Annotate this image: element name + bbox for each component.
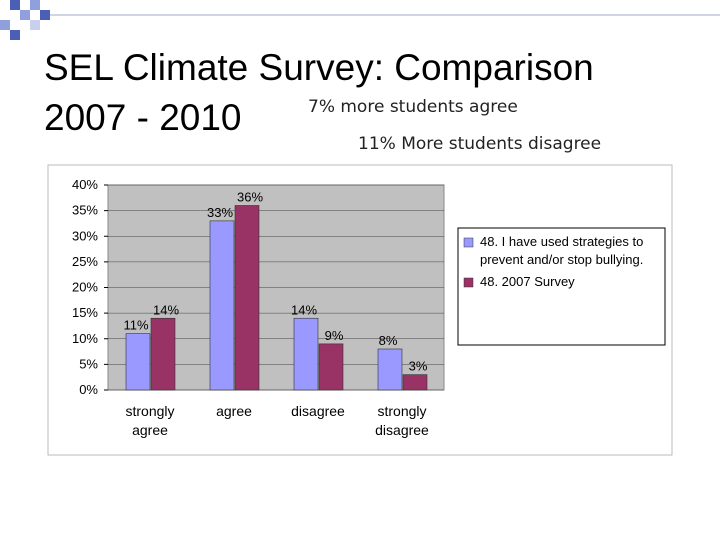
y-tick-label: 40% <box>72 177 98 192</box>
annotation: 7% more students agree <box>308 97 518 117</box>
bar <box>318 343 344 391</box>
data-label: 9% <box>325 328 344 343</box>
legend-label: 48. I have used strategies to prevent an… <box>480 234 644 267</box>
y-tick-label: 25% <box>72 254 98 269</box>
bar <box>150 317 176 391</box>
bar <box>125 333 151 391</box>
data-label: 11% <box>123 318 148 333</box>
bar <box>293 317 319 391</box>
data-label: 33% <box>207 205 233 220</box>
data-label: 36% <box>237 190 263 205</box>
legend <box>457 227 666 346</box>
legend-swatch <box>463 277 474 288</box>
legend-swatch <box>463 237 474 248</box>
data-label: 14% <box>153 302 179 317</box>
x-tick-label: disagree <box>291 403 345 419</box>
bar <box>377 348 403 391</box>
legend-label: 48. 2007 Survey <box>480 274 575 289</box>
y-tick-label: 15% <box>72 305 98 320</box>
y-tick-label: 5% <box>79 356 98 371</box>
x-tick-label: strongly disagree <box>375 403 429 438</box>
y-tick-label: 0% <box>79 382 98 397</box>
data-label: 14% <box>291 302 317 317</box>
y-tick-label: 20% <box>72 280 98 295</box>
decoration <box>0 0 720 40</box>
annotation: 11% More students disagree <box>358 134 601 154</box>
bar <box>234 205 260 391</box>
data-label: 3% <box>409 359 428 374</box>
y-tick-label: 35% <box>72 203 98 218</box>
x-tick-label: strongly agree <box>125 403 175 438</box>
data-label: 8% <box>379 333 398 348</box>
y-tick-label: 10% <box>72 331 98 346</box>
bar <box>209 220 235 391</box>
bar <box>402 374 428 391</box>
title: 2007 - 2010 <box>44 97 242 138</box>
title: SEL Climate Survey: Comparison <box>44 47 594 88</box>
y-tick-label: 30% <box>72 228 98 243</box>
x-tick-label: agree <box>216 403 252 419</box>
